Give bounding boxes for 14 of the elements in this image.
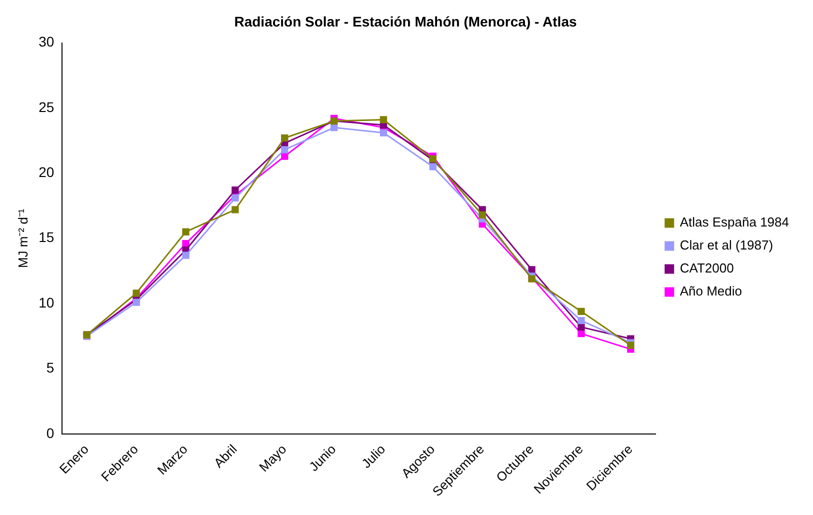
- y-tick-label: 10: [38, 294, 54, 310]
- legend-label: Año Medio: [680, 284, 742, 299]
- y-tick-label: 5: [46, 360, 54, 376]
- x-tick-label: Julio: [358, 442, 388, 472]
- chart-title: Radiación Solar - Estación Mahón (Menorca) - Atlas: [234, 13, 577, 30]
- y-axis-title: MJ m⁻² d⁻¹: [15, 208, 30, 268]
- y-tick-label: 0: [46, 424, 54, 441]
- y-tick-label: 25: [38, 98, 54, 115]
- y-tick-label: 30: [38, 34, 54, 50]
- legend-label: Atlas España 1984: [680, 214, 790, 230]
- y-tick-label: 20: [38, 164, 54, 180]
- y-tick-label: 15: [38, 229, 54, 246]
- legend-label: CAT2000: [680, 260, 734, 276]
- legend-label: Clar et al (1987): [680, 238, 774, 253]
